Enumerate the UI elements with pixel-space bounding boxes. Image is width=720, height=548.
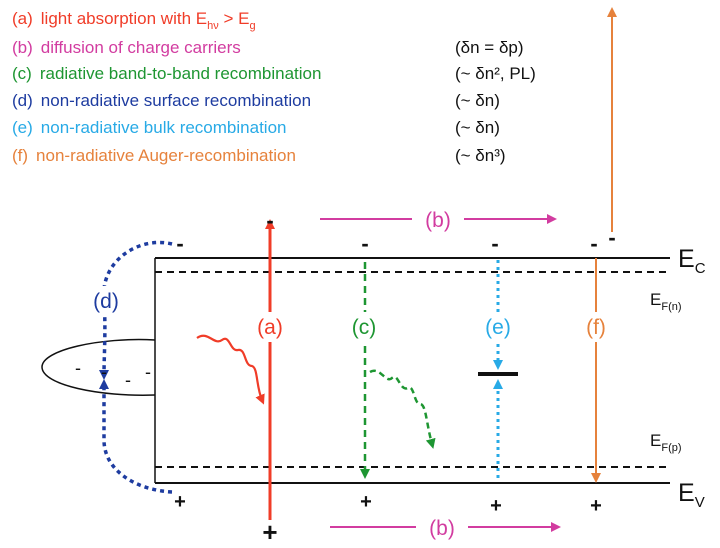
- label-c: (c): [352, 316, 377, 339]
- electron-1: -: [176, 231, 183, 256]
- hole-1: +: [174, 491, 186, 513]
- label-b-top: (b): [425, 209, 451, 232]
- label-a: (a): [257, 316, 283, 339]
- legend-note-f: (~ δn³): [455, 146, 506, 165]
- label-e: (e): [485, 316, 511, 339]
- legend-item-f: (f) non-radiative Auger-recombination: [12, 146, 296, 165]
- legend-note-e: (~ δn): [455, 118, 500, 137]
- legend: (a) light absorption with Ehν > Eg (b) dif…: [12, 9, 536, 165]
- hole-5: +: [590, 495, 602, 517]
- legend-item-e: (e) non-radiative bulk recombination: [12, 118, 286, 137]
- electron-6: -: [608, 225, 615, 250]
- legend-item-b: (b) diffusion of charge carriers: [12, 38, 241, 57]
- efp-label: EF(p): [650, 431, 682, 454]
- surface-electron-3: -: [125, 370, 131, 390]
- surface-electron-1: -: [75, 358, 81, 378]
- hole-3: +: [360, 491, 372, 513]
- ec-label: EC: [678, 245, 706, 277]
- electron-4: -: [491, 231, 498, 256]
- charges: - - - - - - - - - - + + + + +: [75, 208, 616, 547]
- legend-item-d: (d) non-radiative surface recombination: [12, 91, 311, 110]
- hole-4: +: [490, 495, 502, 517]
- legend-note-d: (~ δn): [455, 91, 500, 110]
- process-b: (b) (b): [320, 209, 561, 540]
- legend-item-c: (c) radiative band-to-band recombination: [12, 64, 321, 83]
- surface-electron-2: -: [101, 362, 107, 382]
- process-f: (f): [579, 7, 617, 483]
- process-d: (d): [88, 240, 173, 494]
- hole-2: +: [262, 517, 277, 547]
- band-labels: EC EF(n) EF(p) EV: [650, 245, 706, 511]
- process-c: (c): [347, 262, 436, 479]
- surface-arrow-bottom: [99, 379, 173, 494]
- surface-state-lens: [41, 338, 156, 396]
- efn-label: EF(n): [650, 290, 682, 313]
- ev-label: EV: [678, 479, 705, 511]
- legend-note-b: (δn = δp): [455, 38, 524, 57]
- legend-note-c: (~ δn², PL): [455, 64, 536, 83]
- legend-item-a: (a) light absorption with Ehν > Eg: [12, 9, 256, 32]
- process-a: (a): [196, 219, 287, 520]
- label-f: (f): [586, 316, 606, 339]
- photon-wave: [196, 334, 265, 405]
- emitted-photon-wave: [369, 369, 436, 449]
- surface-electron-4: -: [145, 362, 151, 382]
- electron-2: -: [266, 208, 273, 233]
- surface-arrow-top: [99, 240, 173, 380]
- process-e: (e): [478, 260, 518, 478]
- electron-3: -: [361, 231, 368, 256]
- label-d: (d): [93, 290, 119, 313]
- electron-5: -: [590, 231, 597, 256]
- band-structure: [41, 257, 670, 484]
- label-b-bottom: (b): [429, 517, 455, 540]
